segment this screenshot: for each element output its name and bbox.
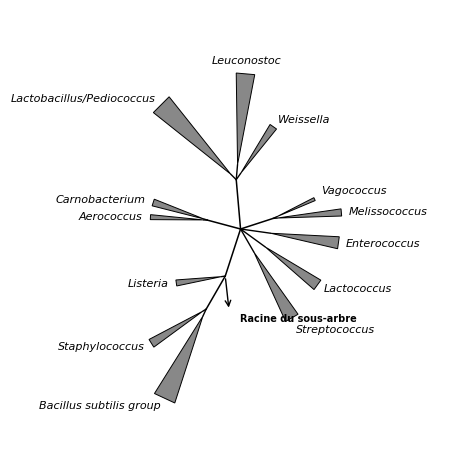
Text: Racine du sous-arbre: Racine du sous-arbre: [241, 314, 357, 324]
Polygon shape: [271, 233, 339, 249]
Polygon shape: [150, 215, 204, 220]
Text: Vagococcus: Vagococcus: [321, 186, 387, 196]
Polygon shape: [241, 125, 277, 174]
Polygon shape: [176, 277, 221, 286]
Polygon shape: [154, 316, 203, 403]
Polygon shape: [265, 247, 321, 289]
Text: Staphylococcus: Staphylococcus: [58, 343, 145, 352]
Text: Bacillus subtilis group: Bacillus subtilis group: [40, 401, 161, 411]
Text: Streptococcus: Streptococcus: [296, 325, 375, 335]
Polygon shape: [152, 199, 204, 219]
Polygon shape: [236, 73, 255, 164]
Text: Listeria: Listeria: [128, 279, 169, 289]
Polygon shape: [277, 198, 315, 217]
Text: Leuconostoc: Leuconostoc: [211, 56, 281, 66]
Polygon shape: [149, 311, 203, 347]
Polygon shape: [277, 209, 342, 218]
Text: Carnobacterium: Carnobacterium: [56, 195, 146, 205]
Text: Lactobacillus/Pediococcus: Lactobacillus/Pediococcus: [11, 94, 155, 104]
Text: Melissococcus: Melissococcus: [349, 207, 428, 217]
Polygon shape: [154, 97, 231, 174]
Polygon shape: [254, 252, 298, 322]
Text: Aerococcus: Aerococcus: [79, 212, 143, 222]
Text: Lactococcus: Lactococcus: [324, 284, 392, 294]
Text: Enterococcus: Enterococcus: [346, 239, 421, 249]
Text: Weissella: Weissella: [278, 115, 330, 125]
